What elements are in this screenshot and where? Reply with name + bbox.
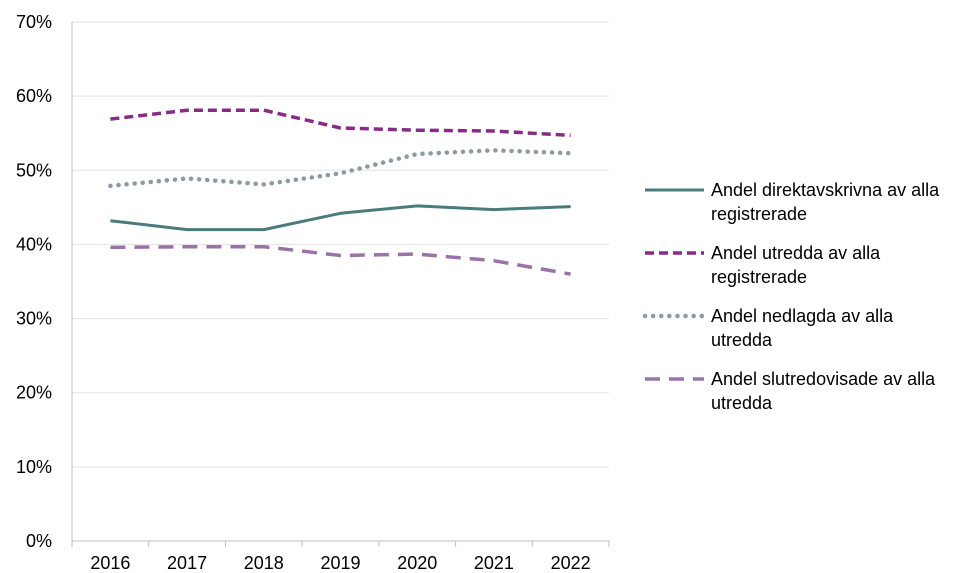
series-line-1 [110, 206, 570, 230]
legend-label: Andel slutredovisade av alla [711, 369, 936, 389]
legend-label: registrerade [711, 204, 807, 224]
data-series [110, 110, 570, 274]
y-tick-label: 70% [16, 12, 52, 32]
legend-item-3: Andel nedlagda av alla utredda [645, 306, 894, 350]
y-tick-label: 30% [16, 309, 52, 329]
legend-label: utredda [711, 330, 773, 350]
legend-item-2: Andel utredda av alla registrerade [645, 243, 881, 287]
legend-label: utredda [711, 393, 773, 413]
x-tick-label: 2021 [474, 553, 514, 573]
x-tick-label: 2017 [167, 553, 207, 573]
legend-label: Andel utredda av alla [711, 243, 881, 263]
gridlines [72, 22, 609, 467]
legend-label: Andel nedlagda av alla [711, 306, 894, 326]
series-line-4 [110, 247, 570, 274]
x-tick-label: 2018 [244, 553, 284, 573]
series-line-2 [110, 110, 570, 135]
x-tick-label: 2020 [397, 553, 437, 573]
legend-label: Andel direktavskrivna av alla [711, 180, 940, 200]
legend-item-1: Andel direktavskrivna av alla registrerad… [645, 180, 940, 224]
x-tick-label: 2019 [320, 553, 360, 573]
y-tick-label: 20% [16, 383, 52, 403]
y-tick-label: 40% [16, 234, 52, 254]
x-tick-label: 2022 [551, 553, 591, 573]
y-tick-label: 10% [16, 457, 52, 477]
y-tick-label: 60% [16, 86, 52, 106]
legend-item-4: Andel slutredovisade av alla utredda [645, 369, 936, 413]
legend: Andel direktavskrivna av alla registrerad… [645, 180, 940, 413]
y-tick-label: 50% [16, 160, 52, 180]
legend-label: registrerade [711, 267, 807, 287]
x-tick-label: 2016 [90, 553, 130, 573]
series-line-3 [110, 150, 570, 186]
y-tick-label: 0% [26, 531, 52, 551]
